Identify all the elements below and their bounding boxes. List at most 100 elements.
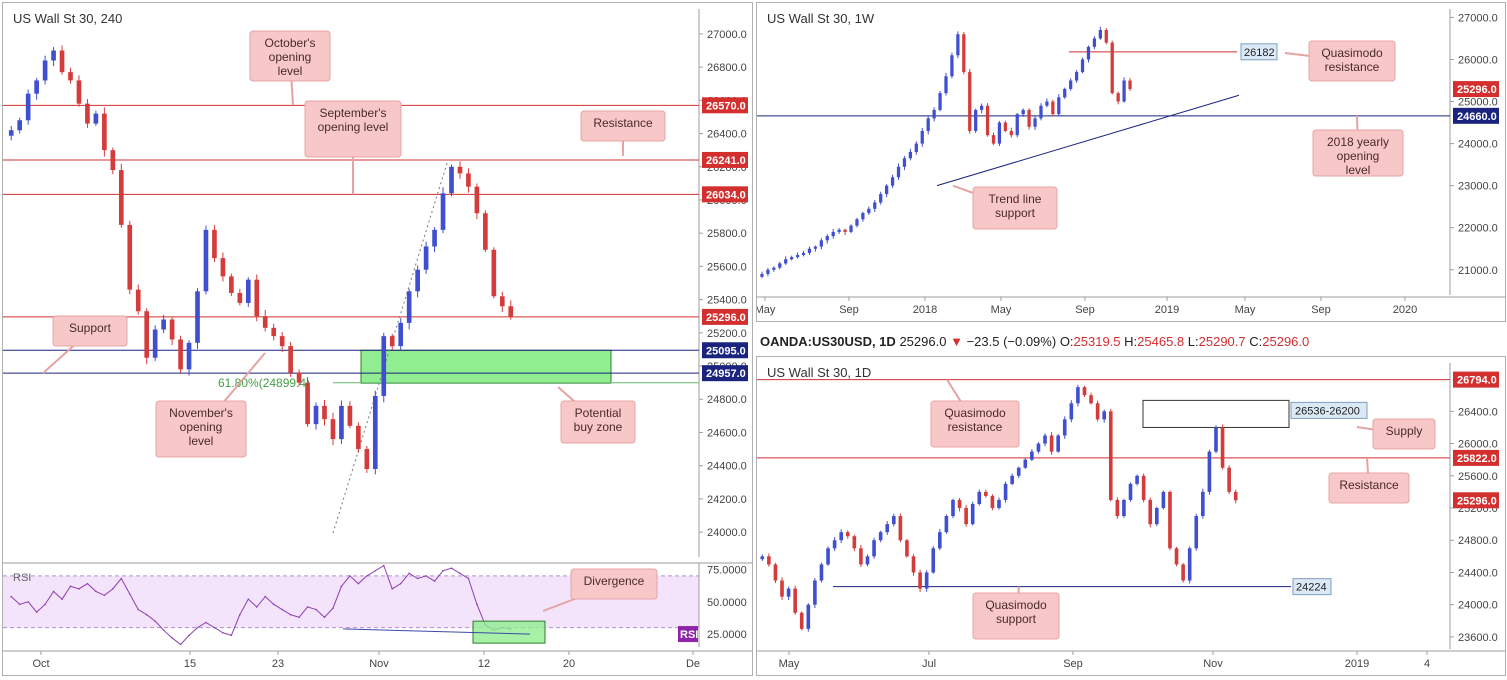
daily-candle (1004, 484, 1008, 500)
h4-rsi-point (468, 578, 470, 580)
daily-callout-resistance[interactable]: Resistance (1329, 458, 1409, 503)
daily-candle (787, 589, 791, 597)
weekly-chart-svg[interactable]: US Wall St 30, 1W 27000.0 26000.0 25000.0 24… (757, 3, 1505, 321)
h4-fib-diagonal[interactable] (333, 160, 448, 533)
daily-candle (872, 540, 876, 556)
weekly-candle (956, 34, 959, 55)
chart-panel-h4[interactable]: US Wall St 30, 24027000.026800.026600.02… (2, 2, 753, 676)
weekly-callout-2018[interactable]: 2018 yearly opening level (1313, 116, 1403, 177)
h4-callout-buyzone[interactable]: Potential buy zone (558, 387, 635, 443)
weekly-callout-trendline[interactable]: Trend line support (953, 186, 1057, 229)
h4-rsi-point (315, 609, 317, 611)
daily-supply-box[interactable] (1143, 400, 1289, 427)
h4-candle (271, 328, 276, 336)
h4-candle (339, 406, 344, 439)
weekly-candle (998, 123, 1001, 144)
weekly-candle (849, 226, 852, 232)
weekly-candle (772, 268, 775, 270)
daily-candle (1063, 419, 1067, 435)
daily-candle (1227, 468, 1231, 492)
h4-rsi-point (44, 604, 46, 606)
daily-callout-qm-res[interactable]: Quasimodo resistance (931, 380, 1019, 447)
daily-candle (912, 556, 916, 572)
h4-price-tag-label: 26570.0 (706, 100, 746, 112)
daily-candle (1083, 387, 1087, 395)
weekly-time-tick-label: May (991, 304, 1012, 316)
daily-candle (1148, 500, 1152, 524)
h4-candle (195, 291, 200, 342)
ohlc-legend: OANDA:US30USD, 1D 25296.0 ▼ −23.5 (−0.09… (760, 334, 1309, 349)
h4-rsi-point (375, 570, 377, 572)
h4-callout-sep[interactable]: September's opening level (305, 101, 401, 194)
h4-rsi-point (307, 606, 309, 608)
h4-rsi-point (248, 598, 250, 600)
weekly-candle (903, 158, 906, 166)
weekly-callout-qm-text: Quasimodo resistance (1321, 46, 1383, 74)
weekly-time-tick-label: 2020 (1393, 304, 1417, 316)
weekly-candle (820, 240, 823, 246)
h4-price-tick-label: 24200.0 (707, 494, 747, 506)
daily-price-tick-label: 25600.0 (1458, 471, 1498, 483)
h4-candle (331, 419, 336, 439)
h4-callout-support[interactable]: Support (43, 316, 127, 373)
h4-candle (111, 150, 116, 170)
daily-price-tag-label: 26794.0 (1457, 375, 1497, 387)
weekly-candle (974, 110, 977, 131)
chart-panel-daily[interactable]: US Wall St 30, 1D 26400.0 26000.0 25600.0 25… (756, 356, 1506, 676)
h4-rsi-divergence-zone[interactable] (473, 621, 545, 643)
h4-rsi-point (27, 601, 29, 603)
daily-candle (892, 516, 896, 524)
weekly-candle (814, 247, 817, 249)
h4-rsi-point (104, 595, 106, 597)
ohlc-open-label: O: (1060, 334, 1074, 349)
h4-candle (26, 94, 31, 121)
weekly-candle (921, 131, 924, 144)
h4-candle (297, 373, 302, 383)
h4-candle (288, 346, 293, 373)
h4-chart-svg[interactable]: US Wall St 30, 24027000.026800.026600.02… (3, 3, 752, 675)
weekly-time-tick-label: Sep (1311, 304, 1331, 316)
daily-candle (820, 564, 824, 580)
h4-callout-resistance[interactable]: Resistance (581, 111, 665, 156)
weekly-candle (950, 55, 953, 76)
h4-candle (254, 280, 259, 317)
chart-panel-weekly[interactable]: US Wall St 30, 1W 27000.0 26000.0 25000.0 24… (756, 2, 1506, 322)
h4-price-tag-label: 24957.0 (706, 368, 746, 380)
h4-candle (314, 406, 319, 424)
h4-rsi-tag-label: RSI (680, 629, 698, 641)
down-arrow-icon: ▼ (950, 334, 963, 349)
weekly-candle (1045, 102, 1048, 106)
daily-candle (1221, 427, 1225, 467)
daily-callout-qm-support[interactable]: Quasimodo support (973, 587, 1059, 639)
h4-price-tag-label: 26034.0 (706, 189, 746, 201)
weekly-candle (1039, 106, 1042, 119)
weekly-callout-qm[interactable]: Quasimodo resistance (1285, 41, 1395, 81)
weekly-candle (897, 167, 900, 178)
daily-chart-svg[interactable]: US Wall St 30, 1D 26400.0 26000.0 25600.0 25… (757, 357, 1505, 675)
h4-rsi-point (36, 611, 38, 613)
daily-callout-supply[interactable]: Supply (1357, 419, 1435, 449)
daily-candle (945, 516, 949, 532)
h4-rsi-point (70, 585, 72, 587)
daily-price-tag-label: 25822.0 (1457, 453, 1497, 465)
weekly-price-tick-label: 26000.0 (1458, 54, 1498, 66)
h4-rsi-point (61, 598, 63, 600)
h4-callout-oct[interactable]: October's opening level (250, 31, 330, 105)
daily-candle (905, 540, 909, 556)
h4-candle (441, 193, 446, 230)
h4-rsi-point (408, 573, 410, 575)
daily-candle (1162, 492, 1166, 508)
daily-price-tick-label: 23600.0 (1458, 632, 1498, 644)
h4-candle (144, 311, 149, 357)
daily-time-tick-label: 2019 (1345, 658, 1369, 670)
h4-callout-nov[interactable]: November's opening level (156, 353, 265, 457)
daily-candle (1194, 516, 1198, 548)
daily-callout-supply-text: Supply (1386, 424, 1423, 438)
daily-candle (1116, 500, 1120, 516)
ohlc-symbol[interactable]: OANDA:US30USD, 1D (760, 334, 896, 349)
daily-candle (846, 532, 850, 536)
h4-rsi-point (459, 573, 461, 575)
h4-rsi-point (264, 596, 266, 598)
h4-potential-buy-zone[interactable] (361, 350, 611, 383)
h4-candle (263, 316, 268, 328)
